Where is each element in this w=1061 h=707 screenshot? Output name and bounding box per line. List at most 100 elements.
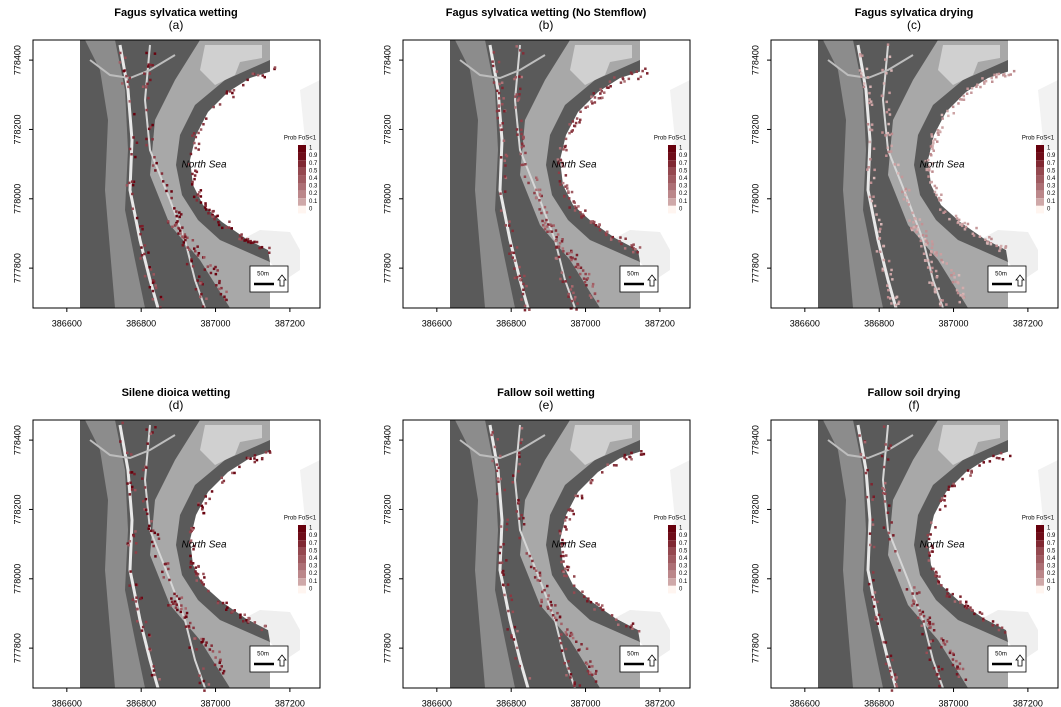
hazard-cell [510,636,513,639]
hazard-cell [140,596,143,600]
hazard-cell [188,530,192,534]
hazard-cell [134,488,137,492]
hazard-cell [598,228,602,232]
hazard-cell [129,570,132,573]
hazard-cell [930,135,934,138]
hazard-cell [263,75,266,79]
hazard-cell [192,132,196,135]
hazard-cell [890,268,893,272]
hazard-cell [940,497,944,500]
hazard-cell [189,562,193,565]
hazard-cell [565,148,568,152]
legend-swatch [668,152,676,161]
hazard-cell [919,239,923,243]
hazard-cell [128,493,132,496]
hazard-cell [880,618,883,621]
hazard-cell [925,168,928,172]
hazard-cell [873,168,876,172]
hazard-cell [926,619,930,622]
hazard-cell [920,624,923,627]
hazard-cell [585,284,588,287]
hazard-cell [556,611,559,615]
hazard-cell [227,226,231,229]
plot-frame [32,419,321,689]
hazard-cell [894,678,897,681]
hazard-cell [624,237,627,240]
hazard-cell [508,224,511,227]
hazard-cell [247,240,250,244]
hazard-cell [885,154,888,157]
hazard-cell [263,624,267,628]
hazard-cell [503,110,506,113]
hazard-cell [517,498,520,502]
hazard-cell [872,176,876,180]
hazard-cell [549,223,552,226]
hazard-cell [515,45,518,48]
legend-swatch [1036,585,1044,594]
hazard-cell [557,160,560,163]
hazard-cell [937,196,941,200]
scale-box [619,645,659,673]
hazard-cell [192,526,195,530]
hazard-cell [200,292,203,296]
legend-label: 0.5 [1047,168,1056,174]
hazard-cell [528,677,532,680]
hazard-cell [946,592,949,595]
hazard-cell [620,242,623,246]
hazard-cell [219,292,223,296]
y-tick-label: 778000 [12,184,22,214]
hazard-cell [554,604,557,607]
hazard-cell [145,85,148,88]
legend-label: 0.2 [309,571,318,577]
hazard-cell [516,629,519,633]
hazard-cell [497,466,500,469]
hazard-cell [201,506,204,509]
hazard-cell [995,73,999,76]
hazard-cell [931,283,934,287]
hazard-cell [221,226,224,230]
hazard-cell [938,302,942,305]
hazard-cell [141,477,144,480]
hazard-cell [218,281,221,285]
hazard-cell [1009,73,1012,76]
legend-label: 0.9 [1047,533,1056,539]
hazard-cell [894,550,897,553]
hazard-cell [927,175,930,178]
hazard-cell [181,226,184,229]
built-area [938,45,1000,85]
hazard-cell [934,572,938,575]
hazard-cell [540,600,543,604]
hazard-cell [875,617,878,621]
hazard-cell [135,596,138,599]
hazard-cell [866,168,869,171]
hazard-cell [575,253,579,257]
hazard-cell [618,239,621,243]
legend-swatch [1036,152,1044,161]
hazard-cell [916,228,920,231]
x-tick-label: 386800 [126,318,156,328]
hazard-cell [181,244,185,247]
hazard-cell [229,90,232,93]
hazard-cell [557,255,561,259]
hazard-cell [632,250,635,254]
legend-swatch [1036,160,1044,168]
hazard-cell [543,205,547,209]
hazard-cell [936,131,940,135]
hazard-cell [503,175,507,178]
hazard-cell [557,171,561,174]
hazard-cell [202,583,205,586]
hazard-cell [545,211,549,214]
hazard-cell [175,221,178,225]
hazard-cell [591,285,594,288]
hazard-cell [189,539,193,542]
plot-frame [402,419,691,689]
hazard-cell [198,191,201,194]
hazard-cell [216,269,219,272]
hazard-cell [918,218,922,221]
hazard-cell [565,574,568,578]
scale-label: 50m [257,272,269,278]
hazard-cell [139,597,142,601]
hazard-cell [196,245,199,248]
hazard-cell [866,123,870,126]
hazard-cell [541,590,544,594]
